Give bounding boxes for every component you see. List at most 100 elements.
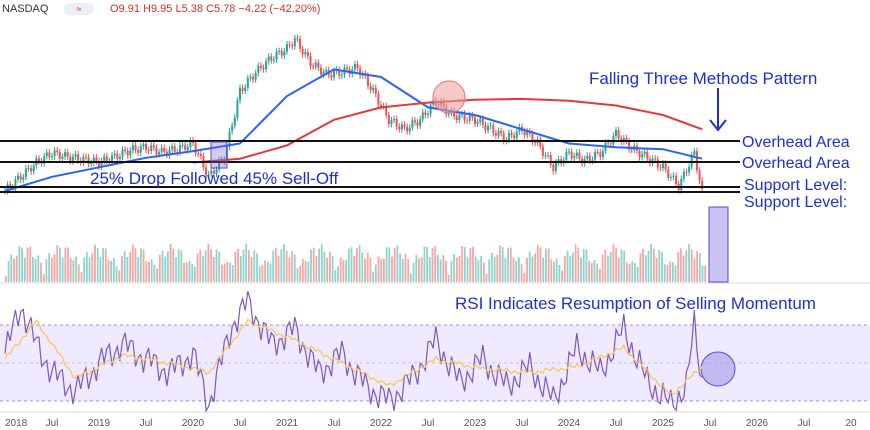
volume-bar: [212, 257, 215, 282]
candle-body: [77, 154, 80, 161]
volume-bar: [142, 249, 145, 282]
volume-bar: [682, 255, 685, 282]
volume-bar: [156, 268, 158, 282]
volume-bar: [661, 251, 663, 282]
volume-bar: [563, 256, 566, 282]
candle-body: [53, 150, 56, 157]
volume-bar: [223, 263, 226, 282]
x-tick-label: Jul: [234, 418, 247, 429]
volume-bar: [671, 261, 674, 282]
volume-bar: [315, 256, 318, 282]
candle-body: [163, 147, 166, 152]
volume-bar: [237, 248, 239, 282]
candle-body: [408, 127, 411, 132]
candle-body: [278, 50, 281, 52]
volume-bar: [239, 256, 242, 282]
rsi-pane[interactable]: [4, 291, 703, 413]
candle-body: [95, 157, 98, 162]
time-axis[interactable]: 2018 Jul 2019 Jul 2020 Jul 2021 Jul 2022 Jul 2023 J…: [5, 418, 857, 429]
candle-body: [205, 167, 208, 175]
volume-bar: [596, 263, 599, 282]
volume-bar: [323, 251, 326, 282]
candle-body: [142, 144, 145, 147]
candle-body: [252, 76, 255, 80]
volume-bar: [13, 258, 15, 282]
volume-bar: [148, 261, 150, 282]
candle-body: [74, 154, 77, 157]
volume-bar: [329, 251, 331, 282]
volume-bar: [434, 245, 437, 282]
candle-body: [651, 158, 654, 164]
candle-body: [682, 171, 685, 179]
candle-body: [507, 132, 510, 141]
x-tick-label: Jul: [422, 418, 435, 429]
interval-icon[interactable]: ≈: [64, 3, 94, 15]
volume-bar: [631, 261, 634, 282]
x-tick-label: Jul: [798, 418, 811, 429]
candle-body: [502, 133, 505, 142]
volume-bar: [561, 270, 563, 282]
candle-body: [84, 156, 87, 158]
volume-bar: [131, 244, 134, 282]
volume-bar: [158, 254, 161, 282]
volume-bar: [534, 253, 536, 282]
candle-body: [82, 156, 85, 163]
volume-bar: [275, 248, 277, 282]
candle-body: [301, 48, 304, 55]
candle-body: [552, 164, 555, 172]
x-tick-label: 2020: [182, 418, 205, 429]
x-tick-label: 20: [845, 418, 857, 429]
candle-body: [228, 131, 231, 147]
rsi-spike-highlight: [700, 351, 736, 387]
candle-body: [126, 150, 129, 156]
volume-bar: [496, 254, 499, 282]
candle-body: [246, 78, 249, 88]
volume-bar: [364, 258, 366, 282]
symbol-name[interactable]: NASDAQ: [2, 3, 49, 15]
volume-bar: [250, 257, 253, 282]
candle-body: [207, 174, 210, 176]
volume-bar: [202, 256, 204, 282]
volume-bar: [407, 259, 410, 282]
candle-body: [617, 130, 620, 139]
candle-body: [594, 152, 597, 160]
candle-body: [184, 144, 187, 151]
x-tick-label: 2025: [652, 418, 675, 429]
candle-body: [554, 162, 557, 172]
volume-bar: [145, 261, 148, 282]
volume-bar: [396, 245, 399, 282]
volume-bar: [42, 274, 45, 282]
candle-body: [210, 170, 213, 175]
volume-bar: [472, 246, 474, 282]
candle-body: [330, 75, 333, 78]
candle-body: [424, 112, 427, 116]
candle-body: [393, 118, 396, 121]
x-tick-label: Jul: [140, 418, 153, 429]
candle-body: [299, 38, 302, 49]
drop-selloff-label: 25% Drop Followed 45% Sell-Off: [90, 169, 338, 188]
candle-body: [701, 180, 704, 189]
volume-bar: [353, 256, 356, 282]
volume-bar: [374, 264, 377, 282]
volume-bar: [423, 246, 426, 282]
volume-bar: [512, 257, 515, 282]
volume-bar: [393, 248, 396, 282]
volume-bar: [72, 260, 75, 282]
volume-bar: [415, 255, 418, 282]
candle-body: [544, 155, 547, 157]
candle-body: [90, 162, 93, 165]
volume-bar: [67, 247, 69, 282]
volume-bar: [550, 259, 553, 282]
volume-bar: [418, 258, 420, 282]
candle-body: [400, 124, 403, 130]
candle-body: [71, 156, 74, 162]
x-tick-label: 2022: [370, 418, 393, 429]
candle-body: [257, 65, 260, 73]
candle-body: [628, 140, 631, 150]
volume-bar: [644, 255, 647, 282]
candle-body: [296, 38, 299, 40]
candle-body: [638, 150, 641, 158]
volume-bar: [177, 248, 180, 282]
volume-bar: [185, 262, 188, 282]
